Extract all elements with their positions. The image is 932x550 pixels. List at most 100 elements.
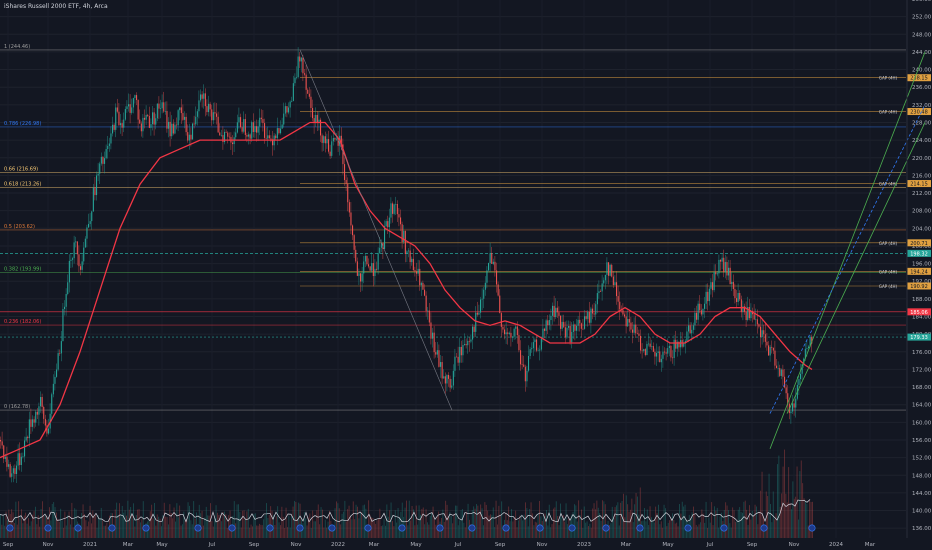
- volume-bar: [648, 524, 650, 538]
- volume-bar: [383, 518, 385, 538]
- candle-body: [643, 349, 645, 352]
- volume-bar: [698, 524, 700, 538]
- volume-bar: [452, 523, 454, 538]
- volume-bar: [564, 521, 566, 538]
- volume-bar: [22, 523, 24, 538]
- volume-bar: [702, 513, 704, 538]
- candle-body: [459, 346, 461, 363]
- volume-bar: [345, 521, 347, 538]
- volume-bar: [315, 521, 316, 538]
- candle-body: [139, 119, 141, 124]
- volume-bar: [131, 513, 133, 538]
- volume-bar: [805, 501, 806, 538]
- volume-bar: [792, 481, 794, 538]
- candle-body: [254, 126, 256, 132]
- volume-bar: [807, 525, 809, 538]
- volume-bar: [669, 520, 671, 538]
- volume-bar: [320, 507, 322, 538]
- candle-body: [430, 322, 432, 339]
- volume-bar: [413, 509, 414, 538]
- volume-bar: [271, 510, 273, 538]
- x-tick-label: Nov: [537, 542, 548, 548]
- volume-bar: [382, 525, 384, 538]
- candle-body: [38, 406, 40, 415]
- candle-body: [689, 325, 691, 334]
- volume-bar: [124, 510, 126, 538]
- candle-body: [217, 116, 219, 133]
- x-tick-label: Nov: [291, 542, 302, 548]
- volume-bar: [187, 502, 189, 538]
- volume-bar: [606, 527, 608, 538]
- volume-bar: [236, 504, 238, 538]
- candle-body: [1, 441, 3, 446]
- candle-body: [708, 288, 710, 302]
- candle-body: [630, 322, 632, 330]
- volume-bar: [344, 500, 346, 538]
- candle-body: [142, 117, 144, 132]
- x-tick-label: 2024: [829, 542, 843, 548]
- gap-price-tag: [907, 74, 931, 82]
- candle-body: [43, 406, 45, 419]
- candle-body: [257, 126, 259, 133]
- candle-body: [360, 273, 362, 282]
- x-tick-label: May: [410, 542, 422, 548]
- dividend-marker-icon: [44, 524, 52, 532]
- candle-body: [603, 280, 605, 284]
- volume-bar: [737, 509, 739, 538]
- volume-bar: [329, 510, 330, 538]
- candle-body: [478, 312, 480, 315]
- volume-bar: [600, 520, 602, 538]
- volume-bar: [313, 521, 315, 538]
- volume-bar: [732, 507, 734, 538]
- candle-body: [406, 251, 408, 255]
- fib-level-label: 0.236 (182.06): [4, 319, 41, 325]
- candle-body: [691, 329, 693, 334]
- x-tick-label: Sep: [249, 542, 260, 548]
- volume-bar: [54, 507, 56, 538]
- trend-line: [299, 49, 453, 411]
- volume-bar: [491, 514, 493, 538]
- candle-body: [152, 112, 154, 125]
- volume-bar: [224, 511, 225, 538]
- volume-bar: [704, 522, 706, 538]
- candle-body: [553, 305, 555, 318]
- candle-body: [262, 119, 264, 124]
- candle-body: [264, 123, 266, 138]
- volume-bar: [652, 520, 654, 538]
- volume-bar: [714, 506, 715, 538]
- candle-body: [409, 250, 411, 263]
- candle-body: [196, 111, 198, 117]
- dividend-marker-icon: [636, 524, 644, 532]
- volume-bar: [490, 514, 491, 538]
- y-tick-label: 176.00: [912, 350, 932, 356]
- candle-body: [148, 115, 150, 128]
- volume-bar: [768, 473, 770, 538]
- x-tick-label: Sep: [747, 542, 758, 548]
- volume-bar: [172, 518, 174, 538]
- candle-body: [627, 319, 629, 327]
- volume-bar: [365, 508, 367, 538]
- volume-bar: [603, 501, 605, 538]
- price-tag-text: 198.32: [910, 251, 928, 257]
- volume-bar: [673, 520, 675, 538]
- volume-bar: [501, 501, 503, 538]
- candle-body: [235, 132, 237, 138]
- volume-bar: [326, 527, 328, 538]
- volume-bar: [82, 504, 84, 538]
- candle-body: [216, 113, 218, 117]
- volume-bar: [596, 500, 598, 538]
- oscillator-line: [0, 499, 811, 523]
- candle-body: [404, 230, 406, 255]
- volume-bar: [567, 524, 568, 538]
- candle-body: [790, 411, 792, 414]
- candle-body: [585, 316, 587, 319]
- candle-body: [619, 301, 621, 310]
- candle-body: [648, 343, 650, 345]
- gap-label: GAP (4H): [879, 110, 898, 115]
- candle-body: [289, 101, 291, 108]
- candle-body: [324, 136, 326, 144]
- volume-bar: [410, 520, 412, 538]
- candle-body: [636, 333, 638, 334]
- volume-bar: [663, 504, 665, 538]
